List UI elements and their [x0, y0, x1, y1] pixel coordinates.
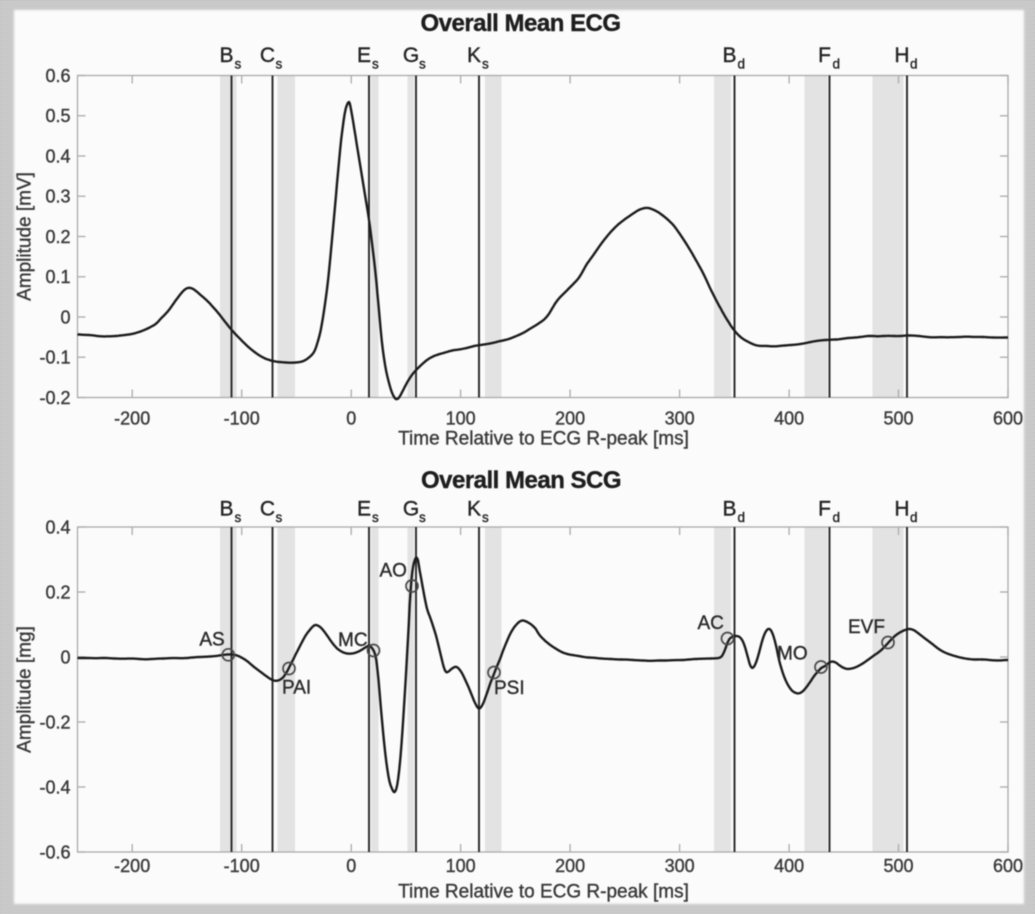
- svg-text:500: 500: [883, 856, 913, 876]
- svg-text:B: B: [722, 44, 736, 67]
- svg-text:H: H: [894, 44, 909, 67]
- svg-text:C: C: [260, 44, 275, 67]
- svg-text:s: s: [419, 57, 426, 72]
- svg-text:0.1: 0.1: [45, 267, 70, 287]
- svg-text:0.2: 0.2: [45, 227, 70, 247]
- svg-text:G: G: [403, 44, 419, 67]
- svg-text:s: s: [235, 510, 242, 525]
- svg-text:0.2: 0.2: [45, 582, 70, 602]
- svg-text:Overall Mean SCG: Overall Mean SCG: [421, 467, 621, 494]
- svg-text:s: s: [372, 57, 379, 72]
- svg-text:500: 500: [883, 409, 913, 429]
- svg-text:Amplitude [mg]: Amplitude [mg]: [15, 626, 36, 753]
- svg-text:300: 300: [665, 856, 695, 876]
- svg-text:200: 200: [555, 856, 585, 876]
- svg-text:0: 0: [346, 409, 356, 429]
- svg-text:200: 200: [555, 409, 585, 429]
- svg-text:C: C: [260, 498, 275, 521]
- svg-text:0.3: 0.3: [45, 187, 70, 207]
- svg-text:600: 600: [993, 409, 1023, 429]
- svg-text:s: s: [419, 510, 426, 525]
- svg-text:d: d: [833, 57, 841, 72]
- svg-text:0: 0: [346, 856, 356, 876]
- svg-text:-0.2: -0.2: [39, 388, 70, 408]
- svg-text:E: E: [357, 44, 371, 67]
- svg-text:d: d: [910, 510, 918, 525]
- svg-text:H: H: [894, 498, 909, 521]
- svg-text:0.4: 0.4: [45, 517, 70, 537]
- svg-text:s: s: [482, 57, 489, 72]
- svg-text:400: 400: [774, 409, 804, 429]
- svg-text:F: F: [818, 44, 831, 67]
- svg-text:-100: -100: [224, 409, 260, 429]
- svg-text:s: s: [276, 57, 283, 72]
- svg-text:Amplitude [mV]: Amplitude [mV]: [15, 172, 36, 301]
- svg-text:0: 0: [60, 307, 70, 327]
- svg-text:s: s: [276, 510, 283, 525]
- svg-text:F: F: [818, 498, 831, 521]
- svg-text:-200: -200: [114, 856, 150, 876]
- svg-text:-100: -100: [224, 856, 260, 876]
- svg-text:B: B: [219, 44, 233, 67]
- svg-text:s: s: [235, 57, 242, 72]
- svg-text:d: d: [738, 57, 746, 72]
- svg-text:-0.4: -0.4: [39, 777, 70, 797]
- svg-text:Time Relative to ECG R-peak [m: Time Relative to ECG R-peak [ms]: [398, 429, 689, 450]
- svg-text:-0.6: -0.6: [39, 842, 70, 862]
- svg-text:PSI: PSI: [494, 678, 525, 699]
- svg-text:MC: MC: [338, 630, 368, 651]
- svg-text:K: K: [467, 44, 481, 67]
- svg-text:300: 300: [665, 409, 695, 429]
- svg-text:K: K: [467, 498, 481, 521]
- svg-text:Overall Mean ECG: Overall Mean ECG: [420, 10, 620, 37]
- svg-text:AS: AS: [199, 630, 224, 651]
- svg-text:G: G: [403, 498, 419, 521]
- svg-text:MO: MO: [777, 644, 808, 665]
- svg-text:100: 100: [446, 409, 476, 429]
- svg-text:E: E: [357, 498, 371, 521]
- svg-text:-0.1: -0.1: [39, 348, 70, 368]
- svg-text:d: d: [833, 510, 841, 525]
- svg-text:B: B: [722, 498, 736, 521]
- svg-text:-0.2: -0.2: [39, 712, 70, 732]
- svg-text:400: 400: [774, 856, 804, 876]
- svg-text:Time Relative to ECG R-peak [m: Time Relative to ECG R-peak [ms]: [398, 882, 689, 903]
- svg-text:0.4: 0.4: [45, 146, 70, 166]
- svg-text:d: d: [910, 57, 918, 72]
- svg-text:0: 0: [60, 647, 70, 667]
- svg-text:EVF: EVF: [848, 617, 885, 638]
- svg-text:-200: -200: [114, 409, 150, 429]
- svg-text:s: s: [482, 510, 489, 525]
- svg-text:s: s: [372, 510, 379, 525]
- svg-text:0.6: 0.6: [45, 66, 70, 86]
- svg-text:PAI: PAI: [282, 678, 311, 699]
- svg-text:0.5: 0.5: [45, 106, 70, 126]
- svg-text:B: B: [219, 498, 233, 521]
- svg-text:d: d: [738, 510, 746, 525]
- svg-text:AO: AO: [380, 561, 407, 582]
- svg-text:100: 100: [446, 856, 476, 876]
- svg-text:AC: AC: [698, 613, 724, 634]
- svg-text:600: 600: [993, 856, 1023, 876]
